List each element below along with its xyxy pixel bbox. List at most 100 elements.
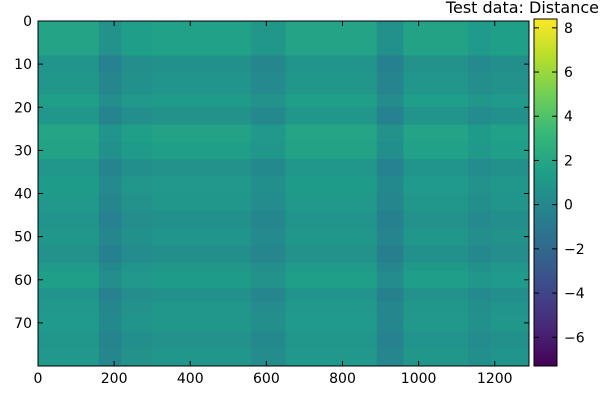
heatmap-cell — [376, 176, 404, 194]
heatmap-cell — [121, 301, 153, 315]
heatmap-cell — [490, 176, 530, 194]
heatmap-cell — [285, 228, 378, 246]
heatmap-cell — [490, 159, 530, 177]
heatmap-cell — [403, 228, 469, 246]
heatmap-cell — [38, 245, 100, 263]
heatmap-cells — [38, 21, 530, 367]
heatmap-cell — [38, 94, 100, 108]
heatmap-cell — [468, 331, 492, 350]
heatmap-cell — [468, 21, 492, 56]
heatmap-cell — [251, 331, 286, 350]
heatmap-cell — [251, 228, 286, 246]
y-axis: 0 10 20 30 40 50 60 70 — [14, 14, 529, 332]
heatmap-cell — [251, 245, 286, 263]
heatmap-cell — [152, 94, 252, 108]
heatmap-cell — [490, 193, 530, 212]
heatmap-cell — [251, 107, 286, 125]
heatmap-cell — [251, 55, 286, 74]
heatmap-cell — [468, 301, 492, 315]
heatmap-cell — [285, 348, 378, 367]
heatmap-cell — [285, 72, 378, 95]
colorbar-tick-label: 6 — [564, 65, 573, 81]
heatmap-cell — [490, 348, 530, 367]
heatmap-cell — [38, 271, 100, 289]
heatmap-cell — [490, 72, 530, 95]
heatmap-cell — [403, 301, 469, 315]
heatmap-cell — [468, 228, 492, 246]
heatmap-cell — [121, 314, 153, 332]
heatmap-cell — [468, 348, 492, 367]
heatmap-cell — [251, 348, 286, 367]
heatmap-cell — [152, 21, 252, 56]
heatmap-cell — [251, 262, 286, 272]
heatmap-cell — [98, 193, 123, 212]
heatmap-cell — [98, 124, 123, 143]
heatmap-cell — [98, 72, 123, 95]
heatmap-cell — [376, 210, 404, 229]
heatmap-cell — [251, 176, 286, 194]
heatmap-cell — [38, 301, 100, 315]
heatmap-cell — [403, 21, 469, 56]
chart-title: Test data: Distance — [445, 0, 599, 17]
heatmap-cell — [376, 72, 404, 95]
heatmap-cell — [251, 314, 286, 332]
heatmap-cell — [376, 348, 404, 367]
heatmap-cell — [121, 72, 153, 95]
heatmap-cell — [251, 159, 286, 177]
heatmap-cell — [98, 271, 123, 289]
y-tick-label: 0 — [23, 14, 32, 30]
heatmap-cell — [490, 210, 530, 229]
heatmap-cell — [251, 210, 286, 229]
heatmap-cell — [490, 262, 530, 272]
heatmap-cell — [98, 141, 123, 160]
heatmap-cell — [152, 159, 252, 177]
heatmap-cell — [403, 245, 469, 263]
colorbar-tick-label: 8 — [564, 21, 573, 37]
heatmap-cell — [490, 124, 530, 143]
heatmap-cell — [121, 159, 153, 177]
heatmap-cell — [152, 301, 252, 315]
heatmap-cell — [152, 288, 252, 302]
heatmap-cell — [38, 331, 100, 350]
heatmap-cell — [490, 301, 530, 315]
heatmap-cell — [376, 55, 404, 74]
heatmap-cell — [121, 176, 153, 194]
heatmap-cell — [285, 94, 378, 108]
heatmap-cell — [121, 262, 153, 272]
heatmap-cell — [490, 141, 530, 160]
heatmap-cell — [403, 124, 469, 143]
heatmap-cell — [285, 271, 378, 289]
heatmap-cell — [38, 21, 100, 56]
heatmap-cell — [403, 288, 469, 302]
heatmap-cell — [38, 228, 100, 246]
heatmap-cell — [38, 124, 100, 143]
heatmap-cell — [38, 210, 100, 229]
x-tick-label: 1000 — [401, 371, 437, 387]
heatmap-cell — [285, 124, 378, 143]
y-tick-label: 10 — [14, 57, 32, 73]
colorbar: −6 −4 −2 0 2 4 6 8 — [533, 18, 585, 367]
colorbar-tick-label: −4 — [564, 286, 585, 302]
heatmap-cell — [152, 72, 252, 95]
heatmap-cell — [285, 159, 378, 177]
heatmap-cell — [468, 72, 492, 95]
x-tick-label: 400 — [177, 371, 204, 387]
colorbar-tick-label: −6 — [564, 330, 585, 346]
heatmap-cell — [121, 107, 153, 125]
heatmap-cell — [468, 314, 492, 332]
heatmap-cell — [376, 124, 404, 143]
heatmap-cell — [490, 331, 530, 350]
heatmap-cell — [121, 141, 153, 160]
heatmap-cell — [251, 301, 286, 315]
heatmap-cell — [152, 348, 252, 367]
y-tick-label: 60 — [14, 273, 32, 289]
heatmap-cell — [38, 193, 100, 212]
heatmap-cell — [251, 94, 286, 108]
heatmap-cell — [403, 210, 469, 229]
y-tick-label: 50 — [14, 230, 32, 246]
x-tick-label: 1200 — [477, 371, 513, 387]
heatmap-cell — [98, 314, 123, 332]
x-tick-label: 800 — [329, 371, 356, 387]
y-tick-label: 40 — [14, 187, 32, 203]
